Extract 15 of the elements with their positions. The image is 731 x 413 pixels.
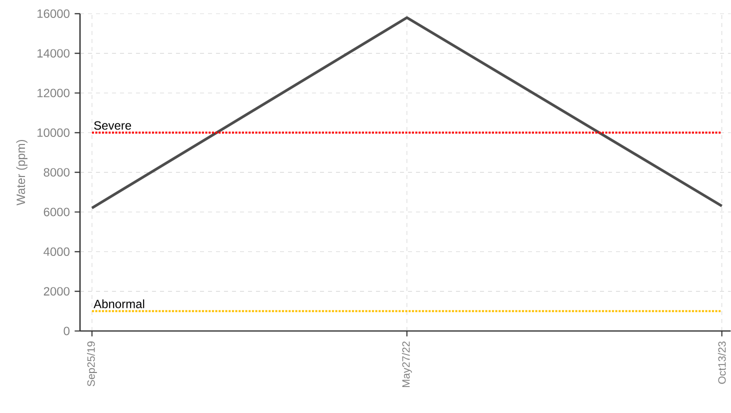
y-tick-label: 4000 — [44, 247, 70, 256]
y-tick-label: 10000 — [38, 128, 70, 137]
y-tick-label: 8000 — [44, 168, 70, 177]
y-axis-title: Water (ppm) — [16, 140, 28, 206]
y-tick-label: 14000 — [38, 49, 70, 58]
ref-line-label: Abnormal — [94, 299, 144, 308]
x-tick-label: Oct13/23 — [718, 342, 726, 384]
y-tick-label: 0 — [64, 326, 70, 336]
ref-line-label: Severe — [94, 121, 132, 130]
x-tick-label: Sep25/19 — [86, 342, 97, 386]
y-tick-label: 2000 — [44, 287, 70, 296]
x-tick-label: May27/22 — [402, 342, 412, 387]
y-tick-label: 16000 — [38, 9, 70, 18]
y-tick-label: 12000 — [38, 88, 70, 98]
y-tick-label: 6000 — [44, 208, 70, 216]
